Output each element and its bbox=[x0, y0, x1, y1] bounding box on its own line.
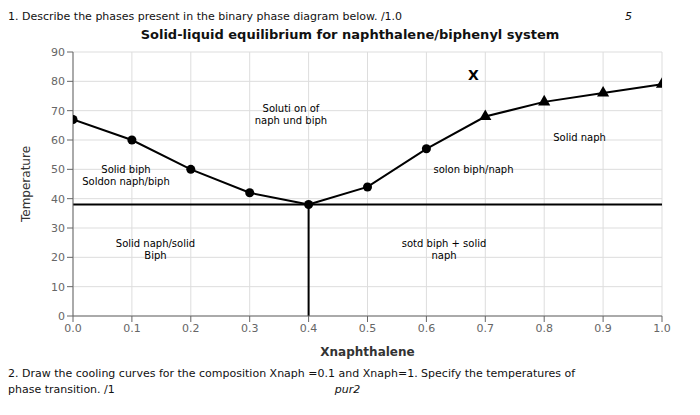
html-text:1. Describe the phases present: 1. Describe the phases present in the bi… bbox=[8, 10, 403, 23]
svg-text:Solid naph/solidBiph: Solid naph/solidBiph bbox=[116, 237, 195, 260]
svg-text:0.3: 0.3 bbox=[241, 322, 259, 335]
svg-text:0.7: 0.7 bbox=[477, 322, 495, 335]
svg-text:Soluti on ofnaph und biph: Soluti on ofnaph und biph bbox=[255, 102, 327, 125]
svg-text:0.1: 0.1 bbox=[123, 322, 141, 335]
svg-text:Solid naph: Solid naph bbox=[553, 132, 606, 143]
svg-text:40: 40 bbox=[51, 193, 65, 206]
svg-text:Temperature: Temperature bbox=[19, 146, 33, 223]
svg-text:X: X bbox=[468, 67, 479, 83]
svg-text:0.5: 0.5 bbox=[359, 322, 377, 335]
svg-text:20: 20 bbox=[51, 251, 65, 264]
html-text:5: 5 bbox=[625, 10, 632, 23]
svg-text:70: 70 bbox=[51, 105, 65, 118]
svg-text:80: 80 bbox=[51, 75, 65, 88]
html-text:2. Draw the cooling curves for: 2. Draw the cooling curves for the compo… bbox=[8, 367, 576, 380]
svg-text:0.4: 0.4 bbox=[300, 322, 318, 335]
svg-text:solon biph/naph: solon biph/naph bbox=[433, 164, 513, 175]
svg-text:10: 10 bbox=[51, 281, 65, 294]
svg-text:Xnaphthalene: Xnaphthalene bbox=[320, 345, 414, 359]
svg-text:0.0: 0.0 bbox=[64, 322, 82, 335]
html-text:Solid-liquid equilibrium for n: Solid-liquid equilibrium for naphthalene… bbox=[140, 27, 560, 42]
svg-text:60: 60 bbox=[51, 134, 65, 147]
svg-text:Solid biphSoldon naph/biph: Solid biphSoldon naph/biph bbox=[82, 164, 170, 187]
svg-text:0: 0 bbox=[58, 310, 65, 323]
svg-text:0.2: 0.2 bbox=[182, 322, 200, 335]
html-text:phase transition. /1: phase transition. /1 bbox=[8, 383, 115, 396]
html-text:pur2: pur2 bbox=[334, 383, 361, 396]
svg-text:50: 50 bbox=[51, 163, 65, 176]
svg-text:90: 90 bbox=[51, 46, 65, 59]
svg-text:0.9: 0.9 bbox=[594, 322, 612, 335]
svg-text:0.8: 0.8 bbox=[535, 322, 553, 335]
svg-text:1.0: 1.0 bbox=[653, 322, 671, 335]
svg-text:30: 30 bbox=[51, 222, 65, 235]
svg-text:sotd biph + solidnaph: sotd biph + solidnaph bbox=[402, 237, 487, 260]
svg-text:0.6: 0.6 bbox=[418, 322, 436, 335]
